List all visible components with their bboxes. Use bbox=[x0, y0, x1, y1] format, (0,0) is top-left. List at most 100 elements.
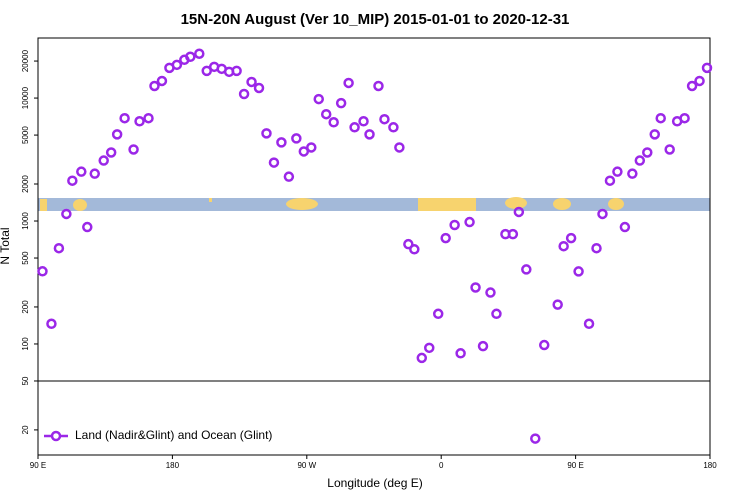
point bbox=[253, 82, 265, 94]
point bbox=[143, 112, 154, 124]
point bbox=[76, 166, 87, 177]
point bbox=[642, 147, 653, 158]
point bbox=[491, 308, 502, 320]
point bbox=[507, 228, 519, 240]
point bbox=[455, 348, 466, 359]
x-tick-label: 90 E bbox=[30, 461, 46, 470]
point bbox=[134, 116, 145, 127]
point bbox=[701, 62, 713, 74]
point bbox=[119, 112, 130, 124]
y-tick-label: 20000 bbox=[21, 49, 30, 72]
point bbox=[432, 308, 444, 320]
point bbox=[649, 129, 660, 140]
point bbox=[343, 77, 354, 89]
point bbox=[409, 244, 420, 255]
point bbox=[276, 137, 287, 148]
y-tick-label: 20 bbox=[21, 425, 30, 434]
point bbox=[538, 339, 550, 351]
point bbox=[597, 208, 608, 220]
point bbox=[591, 242, 602, 254]
point bbox=[89, 168, 100, 179]
point bbox=[530, 433, 541, 444]
y-tick-label: 1000 bbox=[21, 212, 30, 230]
point bbox=[231, 65, 242, 77]
point bbox=[379, 113, 390, 125]
y-tick-label: 100 bbox=[21, 337, 30, 351]
point bbox=[328, 117, 339, 128]
point bbox=[61, 208, 72, 220]
x-tick-label: 0 bbox=[439, 461, 444, 470]
y-tick-label: 2000 bbox=[21, 175, 30, 193]
point bbox=[320, 108, 332, 120]
point bbox=[67, 175, 78, 186]
point bbox=[449, 219, 460, 231]
point bbox=[335, 97, 347, 109]
point bbox=[521, 264, 532, 275]
point bbox=[373, 80, 384, 92]
point bbox=[470, 282, 481, 293]
point bbox=[364, 129, 375, 140]
point bbox=[612, 166, 623, 177]
point bbox=[558, 240, 569, 252]
y-tick-label: 50 bbox=[21, 376, 30, 385]
x-axis-label: Longitude (deg E) bbox=[327, 476, 422, 490]
y-tick-label: 10000 bbox=[21, 86, 30, 109]
point bbox=[619, 221, 631, 233]
point bbox=[565, 232, 577, 244]
legend-marker bbox=[50, 430, 62, 442]
point bbox=[403, 238, 414, 250]
point bbox=[268, 157, 280, 168]
legend-label: Land (Nadir&Glint) and Ocean (Glint) bbox=[75, 428, 272, 442]
point bbox=[283, 171, 295, 182]
point bbox=[37, 266, 48, 277]
point bbox=[194, 48, 205, 59]
y-tick-label: 500 bbox=[21, 251, 30, 265]
point bbox=[185, 51, 196, 62]
point bbox=[156, 75, 168, 87]
point bbox=[464, 216, 475, 228]
point bbox=[583, 318, 595, 330]
point bbox=[128, 144, 139, 155]
point bbox=[664, 144, 675, 155]
point bbox=[627, 168, 638, 179]
point bbox=[313, 93, 324, 105]
point bbox=[111, 129, 123, 140]
x-tick-label: 180 bbox=[703, 461, 717, 470]
point bbox=[298, 146, 310, 157]
y-tick-label: 5000 bbox=[21, 126, 30, 144]
x-tick-label: 90 E bbox=[567, 461, 583, 470]
point bbox=[513, 206, 525, 218]
point bbox=[485, 287, 496, 298]
point bbox=[82, 221, 93, 233]
point bbox=[261, 128, 272, 139]
map-strip bbox=[38, 197, 710, 211]
point bbox=[306, 142, 317, 153]
point bbox=[679, 112, 690, 124]
point bbox=[238, 88, 250, 100]
point bbox=[604, 175, 616, 186]
point bbox=[424, 342, 435, 354]
point bbox=[46, 318, 57, 330]
y-axis-label: N Total bbox=[0, 227, 12, 264]
point bbox=[416, 352, 428, 364]
point bbox=[291, 133, 302, 144]
point bbox=[53, 242, 65, 254]
point bbox=[686, 80, 698, 92]
y-tick-label: 200 bbox=[21, 300, 30, 314]
point bbox=[634, 155, 646, 166]
x-tick-label: 180 bbox=[166, 461, 180, 470]
point bbox=[440, 232, 451, 244]
point bbox=[477, 340, 489, 352]
chart-title: 15N-20N August (Ver 10_MIP) 2015-01-01 t… bbox=[181, 11, 570, 28]
point bbox=[105, 147, 117, 158]
point bbox=[358, 116, 369, 127]
point bbox=[394, 142, 405, 153]
point bbox=[349, 122, 360, 133]
point bbox=[388, 122, 399, 133]
point bbox=[694, 75, 705, 87]
point bbox=[171, 59, 183, 71]
plot-frame bbox=[37, 37, 711, 456]
point bbox=[655, 112, 666, 124]
